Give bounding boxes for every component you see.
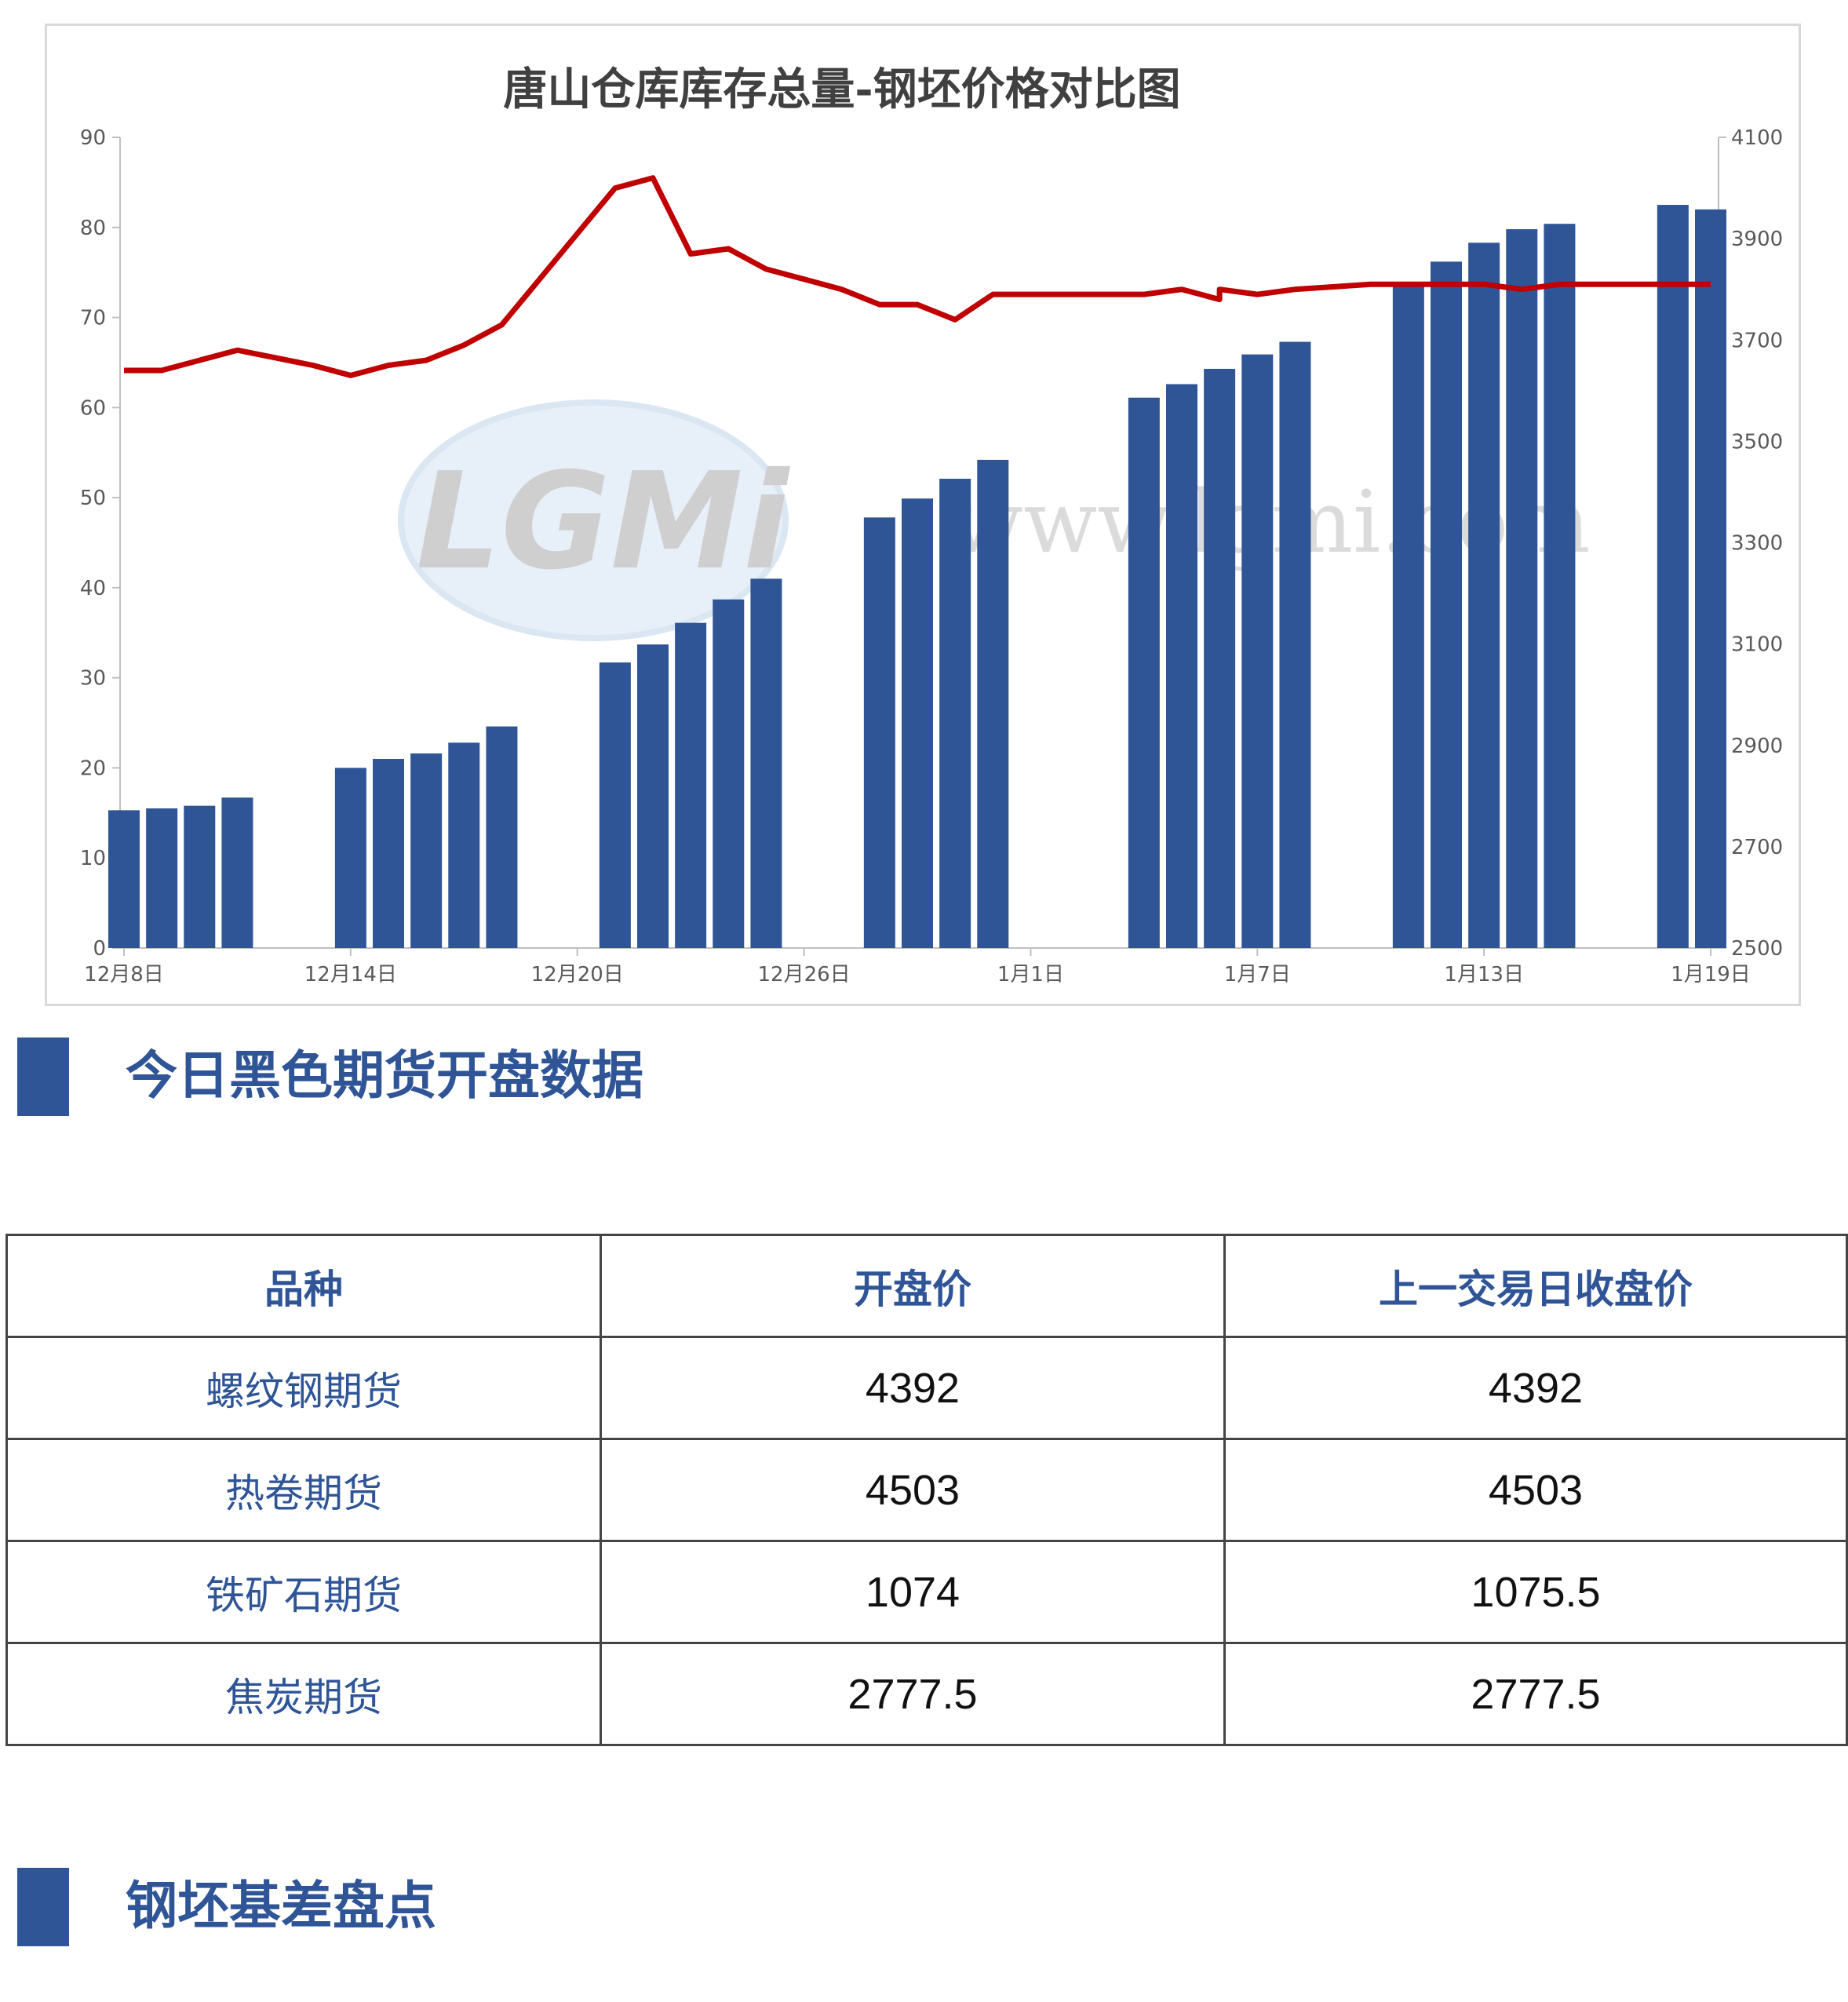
chart-container: LGMi www.lgmi.com 唐山仓库库存总量-钢坯价格对比图 01020… <box>45 24 1801 1006</box>
inventory-bar <box>373 758 404 948</box>
inventory-bar <box>334 768 366 948</box>
x-tick-label: 12月20日 <box>531 963 624 986</box>
cell-open: 1074 <box>600 1540 1226 1644</box>
inventory-bar <box>1392 283 1424 948</box>
futures-section-header: 今日黑色期货开盘数据 <box>0 1037 1848 1124</box>
futures-table: 品种 开盘价 上一交易日收盘价 螺纹钢期货 4392 4392 热卷期货 450… <box>5 1234 1848 1746</box>
inventory-bar <box>1468 243 1500 948</box>
x-tick-label: 12月14日 <box>304 963 397 986</box>
inventory-bar <box>977 459 1009 948</box>
section-marker <box>17 1868 69 1946</box>
left-tick-label: 80 <box>80 217 106 240</box>
left-tick-label: 20 <box>80 757 106 780</box>
table-row: 螺纹钢期货 4392 4392 <box>5 1336 1848 1440</box>
left-tick-label: 30 <box>80 667 106 691</box>
inventory-bar <box>1279 341 1311 949</box>
inventory-bar <box>637 644 669 948</box>
right-tick-label: 3700 <box>1731 329 1783 352</box>
left-tick-label: 90 <box>80 126 106 150</box>
bar-series <box>108 205 1726 949</box>
header-open-price: 开盘价 <box>600 1234 1226 1338</box>
svg-text:LGMi: LGMi <box>416 444 791 600</box>
combo-chart: LGMi www.lgmi.com 唐山仓库库存总量-钢坯价格对比图 01020… <box>80 64 1783 986</box>
inventory-bar <box>1544 224 1576 948</box>
inventory-bar <box>1506 229 1538 948</box>
inventory-bar <box>221 797 253 948</box>
inventory-bar <box>108 810 140 948</box>
right-tick-label: 3900 <box>1731 228 1783 251</box>
x-tick-label: 1月13日 <box>1444 963 1524 986</box>
inventory-bar <box>750 578 782 948</box>
x-tick-label: 12月8日 <box>84 963 164 986</box>
right-tick-label: 3500 <box>1731 430 1783 454</box>
basis-section-header: 钢坯基差盘点 <box>0 1868 1848 1954</box>
cell-open: 4503 <box>600 1438 1226 1542</box>
x-tick-label: 12月26日 <box>757 963 850 986</box>
cell-variety: 热卷期货 <box>5 1438 602 1542</box>
right-tick-label: 2900 <box>1731 735 1783 758</box>
right-tick-label: 2500 <box>1731 937 1783 961</box>
table-row: 焦炭期货 2777.5 2777.5 <box>5 1642 1848 1746</box>
inventory-bar <box>939 479 971 948</box>
inventory-bar <box>1241 354 1274 948</box>
header-variety: 品种 <box>5 1234 602 1338</box>
cell-variety: 铁矿石期货 <box>5 1540 602 1644</box>
left-tick-label: 60 <box>80 396 106 420</box>
basis-section-title: 钢坯基差盘点 <box>126 1876 436 1936</box>
inventory-bar <box>1166 384 1197 949</box>
left-tick-label: 40 <box>80 577 106 600</box>
cell-variety: 螺纹钢期货 <box>5 1336 602 1440</box>
right-tick-label: 4100 <box>1731 126 1783 150</box>
inventory-bar <box>675 622 707 948</box>
inventory-bar <box>599 662 631 948</box>
cell-open: 4392 <box>600 1336 1226 1440</box>
inventory-bar <box>448 742 480 948</box>
cell-prev-close: 2777.5 <box>1223 1642 1848 1746</box>
x-tick-label: 1月1日 <box>997 963 1064 986</box>
left-tick-label: 0 <box>93 937 106 961</box>
right-tick-label: 3300 <box>1731 532 1783 556</box>
inventory-bar <box>1657 205 1689 948</box>
futures-section-title: 今日黑色期货开盘数据 <box>126 1045 643 1106</box>
cell-open: 2777.5 <box>600 1642 1226 1746</box>
inventory-bar <box>1128 397 1160 948</box>
table-row: 铁矿石期货 1074 1075.5 <box>5 1540 1848 1644</box>
inventory-bar <box>486 726 518 948</box>
billet-price-line <box>124 175 1711 378</box>
inventory-bar <box>902 498 933 948</box>
left-tick-label: 10 <box>80 847 106 870</box>
table-header-row: 品种 开盘价 上一交易日收盘价 <box>5 1234 1848 1338</box>
inventory-bar <box>184 805 216 948</box>
cell-variety: 焦炭期货 <box>5 1642 602 1746</box>
left-tick-label: 50 <box>80 487 106 510</box>
left-tick-label: 70 <box>80 307 106 330</box>
cell-prev-close: 4503 <box>1223 1438 1848 1542</box>
inventory-bar <box>1695 209 1726 948</box>
chart-title: 唐山仓库库存总量-钢坯价格对比图 <box>503 64 1180 115</box>
cell-prev-close: 1075.5 <box>1223 1540 1848 1644</box>
right-tick-label: 3100 <box>1731 633 1783 657</box>
right-tick-label: 2700 <box>1731 836 1783 859</box>
x-tick-label: 1月19日 <box>1671 963 1751 986</box>
line-series <box>124 175 1711 378</box>
header-prev-close: 上一交易日收盘价 <box>1223 1234 1848 1338</box>
inventory-bar <box>863 517 895 948</box>
inventory-bar <box>713 599 745 948</box>
section-marker <box>17 1037 69 1116</box>
table-row: 热卷期货 4503 4503 <box>5 1438 1848 1542</box>
x-tick-label: 1月7日 <box>1224 963 1291 986</box>
cell-prev-close: 4392 <box>1223 1336 1848 1440</box>
inventory-bar <box>1204 368 1236 948</box>
inventory-bar <box>1431 261 1462 949</box>
inventory-bar <box>146 808 178 948</box>
inventory-bar <box>410 753 443 948</box>
